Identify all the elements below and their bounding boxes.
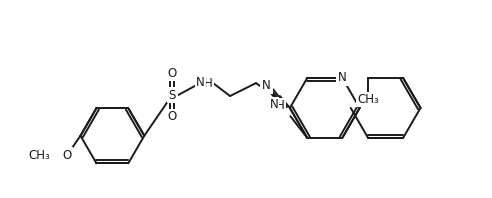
Text: N: N bbox=[270, 98, 278, 111]
Text: O: O bbox=[168, 67, 177, 80]
Text: N: N bbox=[196, 76, 205, 89]
Text: CH₃: CH₃ bbox=[357, 93, 379, 106]
Text: N: N bbox=[338, 71, 346, 84]
Text: CH₃: CH₃ bbox=[29, 149, 51, 162]
Text: H: H bbox=[276, 99, 284, 112]
Text: O: O bbox=[62, 149, 71, 162]
Text: N: N bbox=[262, 79, 271, 92]
Text: H: H bbox=[204, 77, 213, 90]
Text: O: O bbox=[168, 110, 177, 123]
Text: S: S bbox=[169, 89, 176, 102]
